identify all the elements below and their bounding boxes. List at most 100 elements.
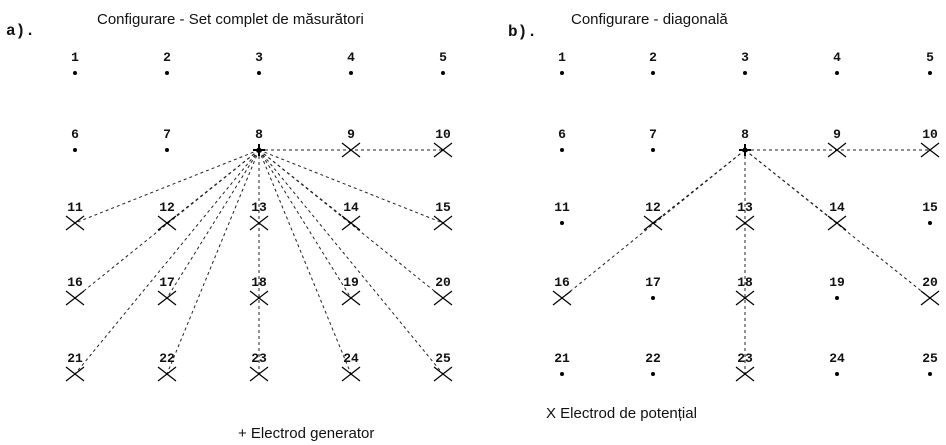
electrode <box>742 147 748 153</box>
electrode <box>928 372 932 376</box>
electrode <box>560 372 564 376</box>
connection <box>74 149 260 375</box>
electrode-label: 13 <box>251 200 267 215</box>
electrode-label: 12 <box>645 200 661 215</box>
electrode-label: 7 <box>649 127 657 142</box>
electrode-label: 14 <box>343 200 359 215</box>
electrode <box>651 71 655 75</box>
electrode-label: 20 <box>922 275 938 290</box>
electrode-label: 25 <box>922 351 938 366</box>
electrode-label: 3 <box>255 50 263 65</box>
electrode-label: 9 <box>347 127 355 142</box>
electrode-label: 8 <box>255 127 263 142</box>
electrode-label: 19 <box>343 275 359 290</box>
potential-mark <box>920 290 940 306</box>
electrode-label: 3 <box>741 50 749 65</box>
legend-generator: + Electrod generator <box>238 425 374 442</box>
electrode <box>651 372 655 376</box>
electrode-label: 14 <box>829 200 845 215</box>
potential-mark <box>157 290 177 306</box>
electrode-label: 20 <box>435 275 451 290</box>
electrode-label: 24 <box>829 351 845 366</box>
electrode <box>743 71 747 75</box>
potential-mark <box>65 366 85 382</box>
electrode-label: 4 <box>347 50 355 65</box>
electrode-label: 7 <box>163 127 171 142</box>
legend-potential: X Electrod de potențial <box>546 405 697 422</box>
electrode <box>73 71 77 75</box>
electrode <box>560 148 564 152</box>
electrode-label: 2 <box>163 50 171 65</box>
electrode-label: 16 <box>554 275 570 290</box>
electrode-label: 13 <box>737 200 753 215</box>
potential-mark <box>433 215 453 231</box>
electrode-label: 11 <box>67 200 83 215</box>
potential-mark <box>433 366 453 382</box>
potential-mark <box>65 290 85 306</box>
electrode-label: 6 <box>71 127 79 142</box>
electrode-label: 10 <box>435 127 451 142</box>
connection <box>652 149 746 224</box>
connection <box>258 149 352 224</box>
electrode-label: 17 <box>645 275 661 290</box>
electrode <box>256 147 262 153</box>
electrode-label: 17 <box>159 275 175 290</box>
electrode-label: 1 <box>558 50 566 65</box>
potential-mark <box>157 366 177 382</box>
electrode <box>165 71 169 75</box>
electrode-label: 22 <box>159 351 175 366</box>
electrode-label: 12 <box>159 200 175 215</box>
electrode-label: 5 <box>439 50 447 65</box>
electrode <box>651 148 655 152</box>
electrode-label: 22 <box>645 351 661 366</box>
potential-mark <box>249 366 269 382</box>
electrode-label: 24 <box>343 351 359 366</box>
electrode <box>835 372 839 376</box>
potential-mark <box>920 142 940 158</box>
connection <box>258 149 352 299</box>
electrode-label: 15 <box>435 200 451 215</box>
connection <box>258 149 352 375</box>
electrode <box>257 71 261 75</box>
electrode-label: 2 <box>649 50 657 65</box>
electrode-label: 23 <box>251 351 267 366</box>
electrode <box>835 296 839 300</box>
electrode-label: 10 <box>922 127 938 142</box>
potential-mark <box>157 215 177 231</box>
electrode-label: 9 <box>833 127 841 142</box>
potential-mark <box>341 366 361 382</box>
potential-mark <box>65 215 85 231</box>
electrode-label: 23 <box>737 351 753 366</box>
potential-mark <box>735 215 755 231</box>
electrode <box>651 296 655 300</box>
connection <box>744 149 838 224</box>
electrode-label: 11 <box>554 200 570 215</box>
potential-mark <box>827 215 847 231</box>
potential-mark <box>249 215 269 231</box>
electrode-label: 4 <box>833 50 841 65</box>
electrode <box>165 148 169 152</box>
electrode <box>560 71 564 75</box>
potential-mark <box>341 290 361 306</box>
potential-mark <box>433 142 453 158</box>
panel-tag: a). <box>6 22 35 40</box>
electrode <box>835 71 839 75</box>
panel-tag: b). <box>508 23 537 41</box>
electrode <box>928 221 932 225</box>
connection <box>166 149 260 299</box>
electrode-label: 5 <box>926 50 934 65</box>
electrode-label: 21 <box>554 351 570 366</box>
potential-mark <box>433 290 453 306</box>
connection <box>166 149 260 224</box>
potential-mark <box>735 290 755 306</box>
connection <box>166 149 260 375</box>
electrode-label: 16 <box>67 275 83 290</box>
potential-mark <box>341 215 361 231</box>
electrode-label: 18 <box>737 275 753 290</box>
electrode-label: 1 <box>71 50 79 65</box>
connection <box>258 149 444 224</box>
electrode <box>441 71 445 75</box>
potential-mark <box>643 215 663 231</box>
potential-mark <box>341 142 361 158</box>
